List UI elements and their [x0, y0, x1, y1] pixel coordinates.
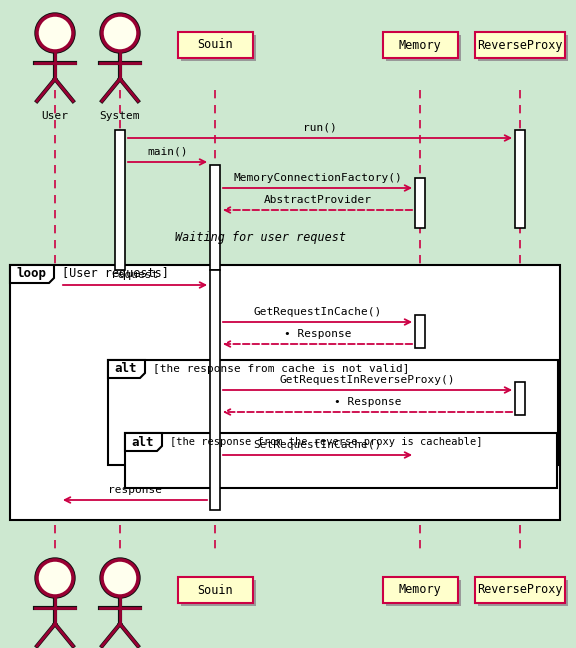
Text: AbstractProvider: AbstractProvider	[263, 195, 372, 205]
Bar	[210, 270, 220, 510]
Text: request: request	[111, 270, 158, 280]
Circle shape	[35, 558, 75, 598]
Polygon shape	[10, 265, 54, 283]
Circle shape	[102, 15, 138, 51]
Bar	[125, 433, 557, 488]
Text: alt: alt	[114, 362, 137, 375]
Bar	[475, 32, 565, 58]
Text: run(): run()	[303, 123, 337, 133]
Circle shape	[35, 13, 75, 53]
Bar	[475, 577, 565, 603]
Text: User: User	[41, 111, 69, 121]
Text: SetRequestInCache(): SetRequestInCache()	[253, 440, 382, 450]
Bar	[478, 580, 568, 606]
Bar	[178, 32, 253, 58]
Bar	[108, 360, 558, 465]
Text: Waiting for user request: Waiting for user request	[175, 231, 346, 244]
Circle shape	[100, 13, 140, 53]
Text: GetRequestInCache(): GetRequestInCache()	[253, 307, 382, 317]
Text: [the response from cache is not valid]: [the response from cache is not valid]	[153, 364, 410, 374]
Bar	[386, 580, 461, 606]
Bar	[10, 265, 560, 520]
Text: Memory: Memory	[399, 38, 441, 51]
Text: • Response: • Response	[284, 329, 351, 339]
Bar	[386, 35, 461, 61]
Text: [the response from the reverse-proxy is cacheable]: [the response from the reverse-proxy is …	[170, 437, 483, 447]
Text: alt: alt	[131, 435, 153, 448]
Text: Souin: Souin	[197, 583, 233, 597]
Bar	[178, 577, 253, 603]
Bar	[515, 130, 525, 228]
Circle shape	[37, 15, 73, 51]
Bar	[515, 382, 525, 415]
Text: Souin: Souin	[197, 38, 233, 51]
Text: • Response: • Response	[334, 397, 401, 407]
Circle shape	[102, 560, 138, 596]
Text: ReverseProxy: ReverseProxy	[478, 38, 563, 51]
Bar	[115, 130, 125, 270]
Text: Memory: Memory	[399, 583, 441, 597]
Text: ReverseProxy: ReverseProxy	[478, 583, 563, 597]
Bar	[181, 35, 256, 61]
Bar	[383, 32, 458, 58]
Bar	[415, 315, 425, 348]
Polygon shape	[125, 433, 162, 451]
Bar	[415, 178, 425, 228]
Bar	[181, 580, 256, 606]
Circle shape	[37, 560, 73, 596]
Text: [User requests]: [User requests]	[62, 268, 169, 281]
Text: response: response	[108, 485, 162, 495]
Text: main(): main()	[147, 147, 188, 157]
Bar	[383, 577, 458, 603]
Text: System: System	[100, 111, 140, 121]
Text: GetRequestInReverseProxy(): GetRequestInReverseProxy()	[280, 375, 455, 385]
Circle shape	[100, 558, 140, 598]
Polygon shape	[108, 360, 145, 378]
Bar	[478, 35, 568, 61]
Text: loop: loop	[16, 268, 46, 281]
Text: MemoryConnectionFactory(): MemoryConnectionFactory()	[233, 173, 402, 183]
Bar	[210, 165, 220, 270]
